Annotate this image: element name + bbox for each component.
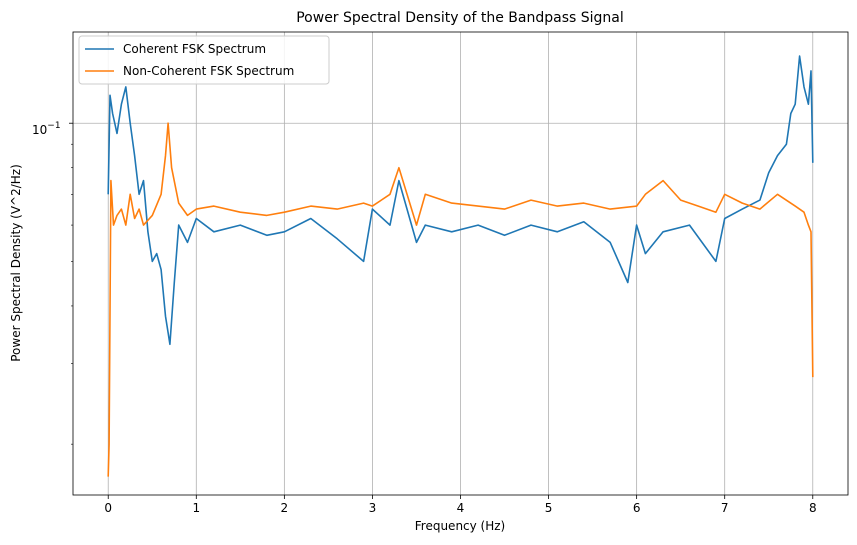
y-tick-label: 10−1: [32, 121, 61, 137]
x-tick-label: 0: [104, 501, 112, 515]
series-layer: [107, 55, 814, 477]
x-tick-label: 4: [457, 501, 465, 515]
y-tick-exponent: −1: [47, 121, 60, 131]
x-tick-label: 6: [633, 501, 641, 515]
legend-label-coherent: Coherent FSK Spectrum: [123, 42, 266, 56]
x-tick-label: 7: [721, 501, 729, 515]
x-tick-label: 8: [809, 501, 817, 515]
x-tick-label: 5: [545, 501, 553, 515]
x-tick-label: 2: [281, 501, 289, 515]
x-axis-label: Frequency (Hz): [415, 519, 506, 533]
legend-label-noncoherent: Non-Coherent FSK Spectrum: [123, 64, 294, 78]
series-line-noncoherent: [107, 122, 814, 477]
y-axis-label: Power Spectral Density (V^2/Hz): [9, 164, 23, 362]
y-axis-ticks: 10−1: [32, 121, 73, 137]
x-tick-label: 3: [369, 501, 377, 515]
x-tick-label: 1: [192, 501, 200, 515]
grid-lines: [73, 32, 848, 495]
legend-box: [78, 35, 330, 85]
series-line-coherent: [107, 55, 814, 346]
chart-title: Power Spectral Density of the Bandpass S…: [296, 10, 624, 26]
legend: Coherent FSK Spectrum Non-Coherent FSK S…: [78, 35, 330, 85]
x-axis-ticks: 0 1 2 3 4 5 6 7 8: [104, 495, 817, 515]
